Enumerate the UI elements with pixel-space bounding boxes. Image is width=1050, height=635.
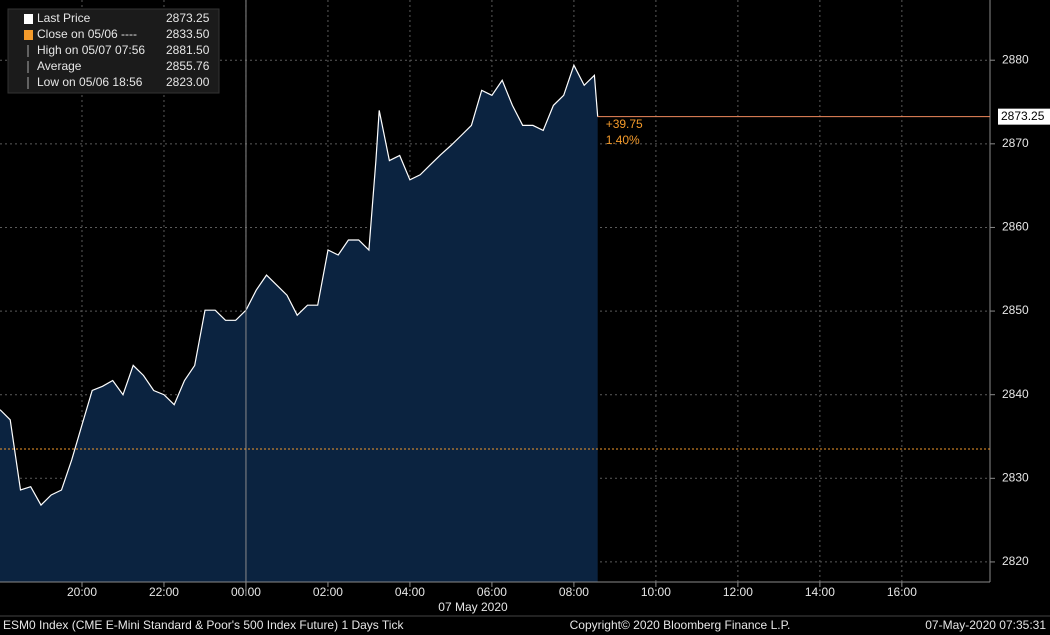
footer-right: 07-May-2020 07:35:31 [925,618,1046,632]
date-label: 07 May 2020 [438,600,508,614]
x-tick-label: 04:00 [395,585,425,599]
footer-left: ESM0 Index (CME E-Mini Standard & Poor's… [3,618,404,632]
legend: Last Price 2873.25 Close on 05/06 ---- 2833… [7,8,220,94]
legend-label: Close on 05/06 ---- [37,27,137,41]
y-tick-label: 2830 [1002,470,1029,484]
legend-value: 2881.50 [166,43,210,57]
x-tick-label: 16:00 [887,585,917,599]
legend-value: 2855.76 [166,59,210,73]
legend-box [7,8,220,94]
last-price-label: 2873.25 [1001,109,1045,123]
x-tick-label: 12:00 [723,585,753,599]
legend-label: Average [37,59,82,73]
last-price-box [998,108,1050,125]
y-tick-label: 2880 [1002,52,1029,66]
legend-swatch [24,14,33,24]
x-tick-label: 06:00 [477,585,507,599]
x-tick-label: 22:00 [149,585,179,599]
annotation: 1.40% [606,133,640,147]
y-tick-label: 2850 [1002,303,1029,317]
y-tick-label: 2840 [1002,387,1029,401]
legend-label: High on 05/07 07:56 [37,43,145,57]
legend-value: 2833.50 [166,27,210,41]
x-tick-label: 08:00 [559,585,589,599]
legend-value: 2873.25 [166,11,210,25]
y-tick-label: 2870 [1002,136,1029,150]
price-line [0,63,599,507]
legend-label: Last Price [37,11,91,25]
y-tick-label: 2820 [1002,554,1029,568]
annotation: +39.75 [606,117,643,131]
y-tick-label: 2860 [1002,220,1029,234]
legend-value: 2823.00 [166,75,210,89]
legend-label: Low on 05/06 18:56 [37,75,143,89]
x-tick-label: 10:00 [641,585,671,599]
x-tick-label: 20:00 [67,585,97,599]
footer-center: Copyright© 2020 Bloomberg Finance L.P. [570,618,791,632]
area [0,65,598,582]
x-tick-label: 02:00 [313,585,343,599]
x-tick-label: 14:00 [805,585,835,599]
legend-swatch [24,30,33,40]
